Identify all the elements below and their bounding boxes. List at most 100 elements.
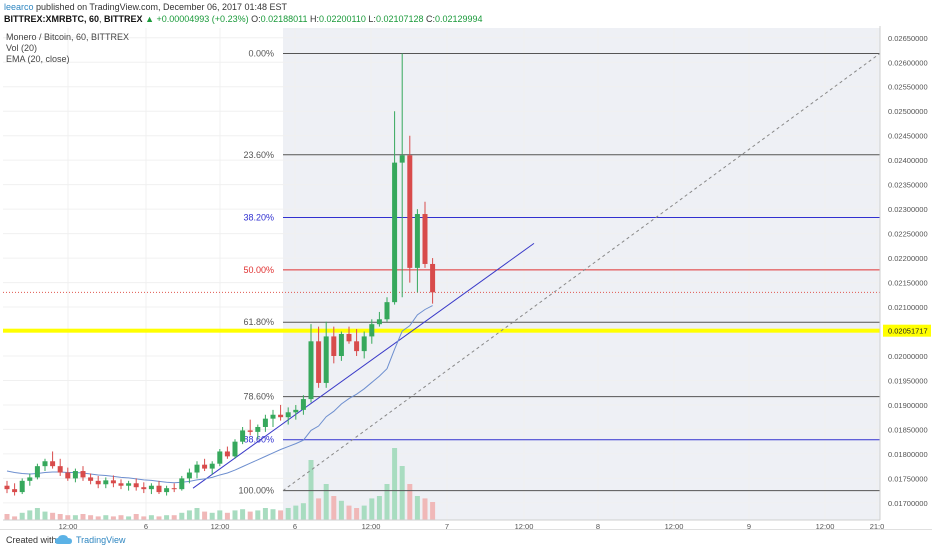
volume-bar [194,508,200,520]
price-chart[interactable]: 0.00% 23.60% 38.20% 50.00% 61.80% 78.60% 88.60… [0,26,932,529]
indicator-legend: Monero / Bitcoin, 60, BITTREX Vol (20) E… [6,32,129,65]
highlight-price-tag-label: 0.02051717 [888,327,928,336]
fib-level-label: 38.20% [243,212,274,222]
candle-body [240,430,246,442]
volume-bar [42,511,48,520]
volume-bar [270,509,276,520]
price-tick-label: 0.01900000 [888,401,928,410]
low-label: L: [368,14,376,24]
publish-line: leearco published on TradingView.com, De… [4,1,287,13]
price-tick-label: 0.02000000 [888,352,928,361]
candle-body [27,477,33,481]
candle-body [80,471,86,478]
volume-bar [255,510,261,520]
fib-level-label: 61.80% [243,317,274,327]
candle-body [209,463,215,469]
candle-body [407,155,413,268]
tradingview-brand[interactable]: TradingView [76,535,126,545]
volume-bar [12,516,18,520]
change-arrow-icon: ▲ [145,14,154,24]
price-tick-label: 0.02350000 [888,181,928,190]
candle-body [224,451,230,457]
price-tick-label: 0.01950000 [888,376,928,385]
highlight-price-tag [883,324,931,337]
low-value: 0.02107128 [375,14,424,24]
fib-level-label: 78.60% [243,392,274,402]
footer-bar: Created with TradingView [0,529,932,551]
candle-body [331,336,337,356]
time-tick-label: 12:00 [515,522,534,529]
time-tick-label: 12:00 [665,522,684,529]
volume-bar [262,508,268,520]
fib-level-label: 23.60% [243,150,274,160]
volume-bar [50,512,56,520]
volume-bar [247,511,253,520]
volume-bar [240,509,246,520]
candle-body [95,480,101,485]
candle-body [34,466,40,478]
author-link[interactable]: leearco [4,2,34,12]
candle-body [285,412,291,418]
candle-body [171,488,177,490]
volume-bar [399,466,405,520]
candle-body [361,336,367,352]
candle-body [392,162,398,303]
volume-bar [338,500,344,520]
price-tick-label: 0.02400000 [888,156,928,165]
tradingview-cloud-icon[interactable] [54,533,74,547]
candle-body [194,464,200,473]
legend-ema[interactable]: EMA (20, close) [6,54,70,64]
volume-bar [80,514,86,520]
price-tick-label: 0.02100000 [888,303,928,312]
candle-body [369,324,375,337]
volume-bar [293,505,299,520]
volume-bar [202,511,208,520]
candle-body [338,333,344,356]
volume-bar [156,516,162,520]
candle-body [270,414,276,419]
candle-body [88,477,94,481]
candle-body [126,483,132,486]
candle-body [414,214,420,268]
ema-line [6,305,433,484]
time-tick-label: 8 [596,522,600,529]
change-value: +0.00004993 (+0.23%) [156,14,249,24]
time-tick-label: 12:00 [59,522,78,529]
candle-body [316,341,322,383]
volume-bar [209,512,215,520]
time-tick-label: 12:00 [816,522,835,529]
price-tick-label: 0.02450000 [888,132,928,141]
candle-body [354,341,360,352]
price-tick-label: 0.01850000 [888,425,928,434]
price-tick-label: 0.02650000 [888,34,928,43]
volume-bar [110,516,116,520]
volume-bar [224,512,230,520]
price-tick-label: 0.01800000 [888,450,928,459]
volume-bar [95,516,101,520]
volume-bar [103,515,109,520]
created-with-label: Created with [6,535,57,545]
candle-body [300,399,306,410]
volume-bar [171,515,177,520]
legend-title: Monero / Bitcoin, 60, BITTREX [6,32,130,42]
candle-body [156,485,162,493]
volume-bar [323,484,329,520]
candle-body [422,214,428,264]
price-axis [880,26,932,529]
support-trendline [192,242,535,489]
highlight-price-line [3,328,880,333]
volume-bar [414,496,420,520]
candle-body [164,488,170,493]
volume-bar [217,510,223,520]
volume-bar [232,510,238,520]
high-label: H: [310,14,320,24]
legend-volume[interactable]: Vol (20) [6,43,38,53]
candle-body [72,471,78,479]
open-value: 0.02188011 [260,14,308,24]
fib-level-label: 100.00% [238,486,274,496]
volume-bar [126,516,132,520]
price-tick-label: 0.02150000 [888,279,928,288]
candle-body [308,341,314,400]
candle-body [278,414,284,418]
candle-body [141,487,147,490]
